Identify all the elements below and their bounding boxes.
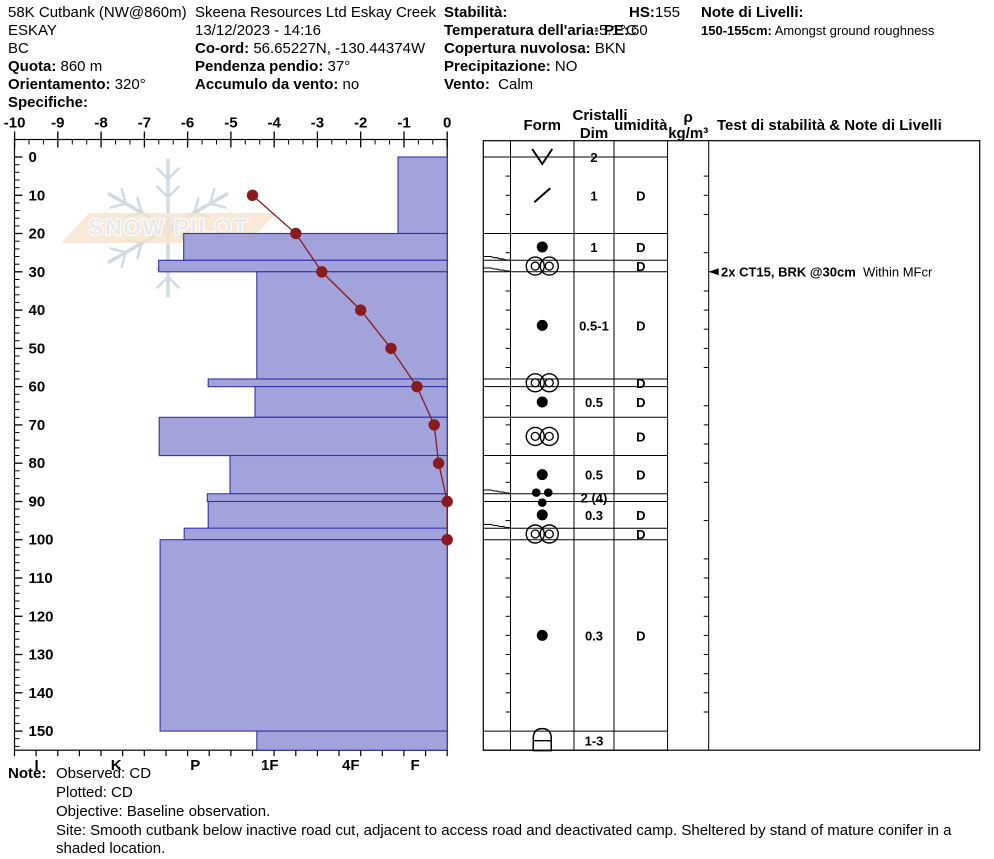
svg-text:1F: 1F (261, 757, 279, 774)
svg-text:umidità: umidità (614, 117, 668, 134)
svg-text:110: 110 (29, 570, 53, 587)
svg-text:D: D (636, 395, 645, 410)
svg-text:D: D (636, 527, 645, 542)
svg-text:90: 90 (29, 494, 46, 511)
svg-text:10: 10 (29, 187, 46, 204)
svg-text:ρ: ρ (684, 109, 693, 126)
svg-text:-8: -8 (94, 115, 107, 132)
svg-text:-6: -6 (181, 115, 194, 132)
svg-text:D: D (636, 188, 645, 203)
svg-text:Test di stabilità & Note di Li: Test di stabilità & Note di Livelli (717, 117, 942, 134)
svg-text:0.5: 0.5 (585, 395, 603, 410)
svg-text:F: F (411, 757, 420, 774)
svg-text:D: D (636, 318, 645, 333)
svg-text:0.3: 0.3 (585, 628, 603, 643)
svg-text:0: 0 (443, 115, 451, 132)
svg-text:30: 30 (29, 264, 46, 281)
svg-text:0.5: 0.5 (585, 468, 603, 483)
svg-text:-7: -7 (138, 115, 151, 132)
svg-text:D: D (636, 429, 645, 444)
svg-text:-5: -5 (224, 115, 237, 132)
svg-text:D: D (636, 628, 645, 643)
svg-text:1-3: 1-3 (585, 734, 604, 749)
svg-text:Within MFcr: Within MFcr (863, 265, 933, 280)
svg-text:-1: -1 (397, 115, 410, 132)
svg-text:-10: -10 (4, 115, 26, 132)
svg-text:-9: -9 (51, 115, 64, 132)
svg-text:150: 150 (29, 723, 54, 740)
svg-text:1: 1 (590, 240, 597, 255)
svg-text:2: 2 (590, 150, 597, 165)
svg-text:2x CT15, BRK @30cm: 2x CT15, BRK @30cm (721, 265, 856, 280)
svg-text:100: 100 (29, 532, 54, 549)
svg-text:60: 60 (29, 379, 46, 396)
svg-text:130: 130 (29, 647, 54, 664)
svg-text:Dim: Dim (580, 125, 608, 142)
svg-text:20: 20 (29, 226, 46, 243)
svg-text:120: 120 (29, 608, 54, 625)
svg-text:D: D (636, 468, 645, 483)
svg-text:1: 1 (590, 188, 597, 203)
svg-text:0.5-1: 0.5-1 (579, 318, 609, 333)
svg-text:D: D (636, 376, 645, 391)
svg-text:D: D (636, 240, 645, 255)
svg-text:50: 50 (29, 340, 46, 357)
svg-text:-2: -2 (354, 115, 367, 132)
svg-text:Form: Form (523, 117, 561, 134)
svg-text:D: D (636, 259, 645, 274)
svg-text:D: D (636, 508, 645, 523)
svg-text:K: K (111, 757, 122, 774)
svg-text:140: 140 (29, 685, 54, 702)
svg-text:40: 40 (29, 302, 46, 319)
svg-text:70: 70 (29, 417, 46, 434)
svg-text:4F: 4F (342, 757, 360, 774)
svg-text:80: 80 (29, 455, 46, 472)
svg-text:P: P (190, 757, 200, 774)
svg-text:I: I (35, 757, 39, 774)
svg-text:-4: -4 (268, 115, 282, 132)
svg-text:0: 0 (29, 149, 37, 166)
svg-text:2 (4): 2 (4) (581, 491, 608, 506)
svg-text:0.3: 0.3 (585, 508, 603, 523)
svg-text:kg/m³: kg/m³ (668, 125, 708, 142)
svg-text:-3: -3 (311, 115, 324, 132)
